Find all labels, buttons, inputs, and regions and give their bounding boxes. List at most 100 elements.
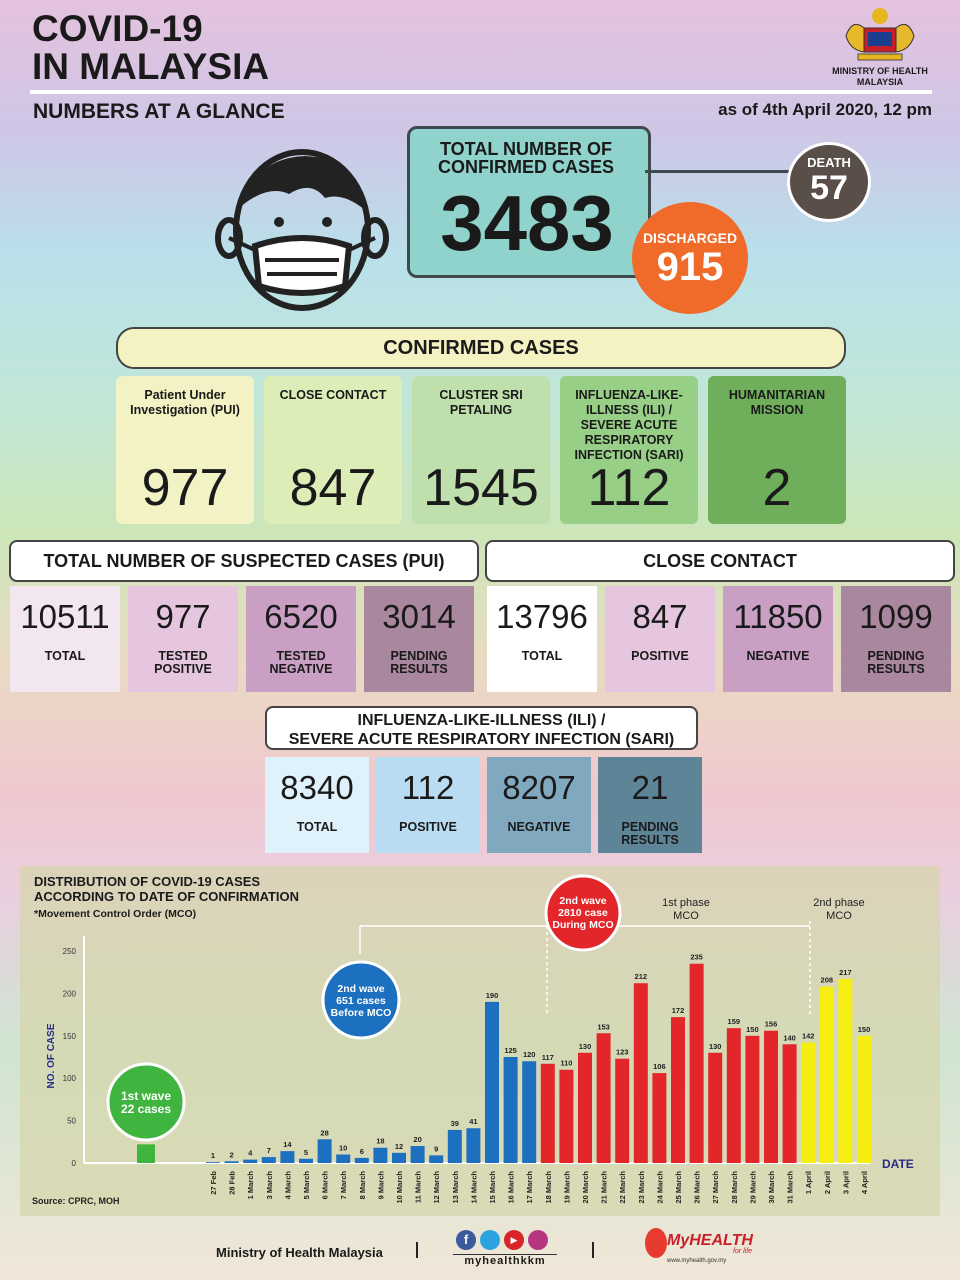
ili-stat-label: POSITIVE	[399, 820, 457, 834]
bar-value-label: 130	[709, 1042, 722, 1051]
close-contact-stat-value: 11850	[733, 598, 823, 635]
pui-stat-value: 3014	[382, 598, 456, 635]
ili-stat: 112 POSITIVE	[376, 757, 480, 853]
ili-stat-value: 21	[631, 769, 669, 806]
youtube-icon[interactable]: ▶	[504, 1230, 524, 1250]
coat-of-arms-logo	[845, 8, 915, 61]
close-contact-stat-label: PENDING RESULTS	[867, 649, 925, 676]
first-wave-badge	[106, 1062, 186, 1142]
x-tick-label: 12 March	[432, 1171, 441, 1204]
bar	[726, 1028, 741, 1163]
bar-value-label: 4	[248, 1149, 253, 1158]
first-wave-label: 1st wave	[121, 1089, 171, 1103]
confirmed-card-label: CLUSTER SRI PETALING	[439, 388, 523, 417]
twitter-icon[interactable]	[480, 1230, 500, 1250]
y-axis-label: NO. OF CASE	[46, 1023, 57, 1088]
bar	[280, 1151, 295, 1163]
pui-stat-label: TESTED POSITIVE	[154, 649, 212, 676]
bar-value-label: 208	[821, 976, 834, 985]
bar-value-label: 9	[434, 1144, 438, 1153]
bar	[373, 1147, 388, 1163]
bar-value-label: 130	[579, 1042, 592, 1051]
ili-stat-value: 8207	[502, 769, 576, 806]
x-tick-label: 20 March	[581, 1171, 590, 1204]
phase1-label: 1st phase	[662, 897, 710, 909]
bar-value-label: 41	[469, 1117, 477, 1126]
y-tick-label: 0	[72, 1159, 77, 1168]
bar-value-label: 159	[728, 1017, 741, 1026]
pui-stat: 977 TESTED POSITIVE	[128, 586, 238, 692]
second-wave-during-badge	[544, 874, 622, 952]
facebook-icon[interactable]: f	[456, 1230, 476, 1250]
bar	[801, 1042, 816, 1163]
discharged-badge: DISCHARGED 915	[632, 202, 748, 314]
masked-face-icon	[215, 149, 389, 311]
bar-value-label: 212	[635, 972, 648, 981]
x-tick-label: 28 March	[730, 1171, 739, 1204]
ili-stat: 8207 NEGATIVE	[487, 757, 591, 853]
x-tick-label: 10 March	[395, 1171, 404, 1204]
death-label: DEATH	[807, 155, 851, 170]
second-wave-before-label: 651 cases	[336, 995, 386, 1007]
confirmed-card-value: 847	[289, 459, 377, 517]
confirmed-card: CLUSTER SRI PETALING 1545	[412, 376, 550, 524]
y-tick-label: 50	[67, 1117, 76, 1126]
bar-value-label: 217	[839, 968, 852, 977]
bar-value-label: 2	[230, 1150, 234, 1159]
total-confirmed-label: TOTAL NUMBER OF CONFIRMED CASES	[437, 139, 614, 177]
second-wave-before-label: Before MCO	[331, 1007, 392, 1019]
suspected-cases-heading: TOTAL NUMBER OF SUSPECTED CASES (PUI)	[9, 540, 479, 582]
pui-stat-label: TESTED NEGATIVE	[269, 649, 333, 676]
confirmed-cases-heading: CONFIRMED CASES	[116, 327, 846, 369]
confirmed-card-value: 1545	[423, 459, 539, 517]
bar-value-label: 140	[783, 1033, 796, 1042]
instagram-icon[interactable]	[528, 1230, 548, 1250]
numbers-at-a-glance-heading: NUMBERS AT A GLANCE	[33, 100, 285, 123]
confirmed-card: HUMANITARIAN MISSION 2	[708, 376, 846, 524]
y-tick-label: 100	[63, 1074, 77, 1083]
bar-value-label: 7	[267, 1146, 271, 1155]
bar-value-label: 117	[542, 1053, 554, 1062]
total-confirmed-box	[407, 126, 651, 278]
bar-value-label: 123	[616, 1048, 629, 1057]
bar	[317, 1139, 332, 1163]
confirmed-card-value: 977	[141, 459, 229, 517]
bar-value-label: 28	[320, 1128, 328, 1137]
confirmed-card-label: Patient Under Investigation (PUI)	[130, 388, 240, 417]
ili-stat-label: NEGATIVE	[507, 820, 571, 834]
bar	[429, 1155, 444, 1163]
x-tick-label: 3 April	[841, 1171, 850, 1194]
bar	[243, 1159, 258, 1163]
ili-stat-value: 8340	[280, 769, 354, 806]
ili-stat-value: 112	[401, 769, 455, 806]
chart-source: Source: CPRC, MOH	[32, 1196, 120, 1206]
confirmed-card-label: HUMANITARIAN MISSION	[728, 388, 826, 417]
x-tick-label: 18 March	[544, 1171, 553, 1204]
x-tick-label: 17 March	[525, 1171, 534, 1204]
x-tick-label: 3 March	[265, 1171, 274, 1200]
bar	[485, 1001, 499, 1163]
x-tick-label: 4 April	[860, 1171, 869, 1194]
x-tick-label: 11 March	[414, 1171, 423, 1204]
close-contact-stat: 1099 PENDING RESULTS	[841, 586, 951, 692]
bar	[354, 1157, 369, 1163]
bar	[652, 1073, 667, 1163]
close-contact-stat-label: POSITIVE	[631, 649, 689, 663]
bar	[224, 1161, 239, 1163]
death-value: 57	[810, 169, 848, 207]
social-icons: f ▶	[452, 1230, 558, 1250]
x-tick-label: 29 March	[748, 1171, 757, 1204]
phase2-label: MCO	[826, 910, 852, 922]
confirmed-card: INFLUENZA-LIKE-ILLNESS (ILI) / SEVERE AC…	[560, 376, 698, 524]
confirmed-card-label: INFLUENZA-LIKE-ILLNESS (ILI) / SEVERE AC…	[574, 388, 684, 462]
bar	[689, 963, 704, 1163]
discharged-label: DISCHARGED	[642, 230, 738, 246]
second-wave-during-label: 2810 case	[558, 907, 608, 919]
second-wave-during-label: During MCO	[552, 919, 613, 931]
death-badge: DEATH 57	[787, 142, 871, 222]
x-tick-label: 4 March	[283, 1171, 292, 1200]
bar-value-label: 125	[504, 1046, 517, 1055]
bar	[782, 1044, 797, 1163]
second-wave-before-label: 2nd wave	[337, 983, 384, 995]
